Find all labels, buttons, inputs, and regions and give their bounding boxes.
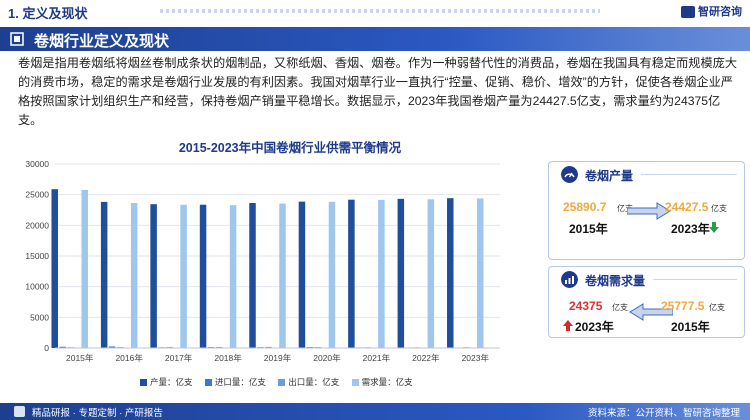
legend-label: 需求量：亿支 xyxy=(361,377,413,387)
footer-bar: 精品研报 · 专题定制 · 产研报告 资料来源：公开资料、智研咨询整理 xyxy=(0,403,750,420)
bar-import xyxy=(108,346,116,348)
x-tick-label: 2023年 xyxy=(462,353,490,363)
brand-icon xyxy=(681,6,695,19)
y-tick-label: 30000 xyxy=(25,159,49,169)
bar-production xyxy=(447,198,454,348)
down-arrow-icon xyxy=(709,222,719,233)
arrow-left-icon xyxy=(629,303,673,321)
y-tick-label: 20000 xyxy=(25,220,49,230)
card-right-unit: 亿支 xyxy=(711,204,727,213)
legend-label: 产量：亿支 xyxy=(150,377,193,387)
x-tick-label: 2015年 xyxy=(66,353,94,363)
bar-demand xyxy=(81,189,88,348)
bar-import xyxy=(59,346,66,348)
x-tick-label: 2016年 xyxy=(115,353,143,363)
brand-logo: 智研咨询 xyxy=(681,3,742,19)
bar-export xyxy=(265,346,272,348)
bar-demand xyxy=(279,203,286,348)
card-left-unit: 亿支 xyxy=(612,303,628,312)
card-title: 卷烟产量 xyxy=(585,169,634,183)
card-right-year: 2023年 xyxy=(671,222,710,236)
legend-item-export: 出口量：亿支 xyxy=(278,377,339,387)
production-card: 卷烟产量 25890.7 亿支 2015年 24427.5 亿支 2023年 xyxy=(548,161,745,260)
supply-demand-bar-chart: 0 5000 10000 15000 20000 25000 30000 2015年 2016年… xyxy=(25,159,500,363)
section-title: 卷烟行业定义及现状 xyxy=(34,33,170,50)
card-right-year: 2015年 xyxy=(671,320,710,334)
card-right-unit: 亿支 xyxy=(709,303,725,312)
card-left-value: 24375 xyxy=(569,299,603,313)
bar-demand xyxy=(427,199,435,348)
demand-card: 卷烟需求量 24375 亿支 2023年 25777.5 亿支 2015年 xyxy=(548,266,745,338)
bar-export xyxy=(215,346,223,348)
y-tick-label: 10000 xyxy=(25,282,49,292)
x-tick-label: 2018年 xyxy=(214,353,242,363)
bar-production xyxy=(397,198,405,348)
bar-demand xyxy=(180,204,187,348)
card-left-year: 2015年 xyxy=(569,222,608,236)
bar-demand xyxy=(378,199,385,348)
page-section-title: 1. 定义及现状 xyxy=(8,6,88,21)
bar-production xyxy=(199,204,207,348)
bar-production xyxy=(150,204,157,348)
y-tick-label: 5000 xyxy=(30,312,49,322)
brand-name: 智研咨询 xyxy=(698,6,742,18)
legend-item-production: 产量：亿支 xyxy=(140,377,193,387)
bar-production xyxy=(51,189,58,348)
card-right-value: 24427.5 xyxy=(665,200,709,214)
bar-demand xyxy=(229,205,237,348)
card-left-unit: 亿支 xyxy=(617,204,633,213)
x-tick-label: 2022年 xyxy=(412,353,440,363)
card-header: 卷烟需求量 xyxy=(549,267,744,291)
arrow-right-icon xyxy=(627,202,671,220)
card-left-year: 2023年 xyxy=(575,320,614,334)
bar-production xyxy=(249,202,256,348)
legend-label: 出口量：亿支 xyxy=(288,377,340,387)
card-title: 卷烟需求量 xyxy=(585,274,646,288)
gauge-icon xyxy=(561,166,578,183)
y-tick-label: 0 xyxy=(44,343,49,353)
up-arrow-icon xyxy=(563,320,573,331)
card-divider xyxy=(653,279,737,280)
footer-source: 资料来源：公开资料、智研咨询整理 xyxy=(587,408,740,419)
bar-production xyxy=(298,201,306,348)
x-tick-label: 2019年 xyxy=(264,353,292,363)
section-header: 卷烟行业定义及现状 xyxy=(0,27,750,51)
bar-production xyxy=(348,199,355,348)
legend-label: 进口量：亿支 xyxy=(214,377,266,387)
description-paragraph: 卷烟是指用卷烟纸将烟丝卷制成条状的烟制品，又称纸烟、香烟、烟卷。作为一种弱替代性… xyxy=(18,56,738,127)
header-stripe xyxy=(160,9,600,13)
bar-production xyxy=(100,201,108,348)
footer-tagline: 精品研报 · 专题定制 · 产研报告 xyxy=(32,408,163,419)
card-left-value: 25890.7 xyxy=(563,200,607,214)
card-divider xyxy=(641,174,737,175)
legend-item-import: 进口量：亿支 xyxy=(204,377,266,387)
x-tick-label: 2017年 xyxy=(165,353,193,363)
card-header: 卷烟产量 xyxy=(549,162,744,186)
legend-item-demand: 需求量：亿支 xyxy=(351,377,413,387)
y-tick-label: 15000 xyxy=(25,251,49,261)
chart-title: 2015-2023年中国卷烟行业供需平衡情况 xyxy=(178,141,402,155)
section-bullet-icon xyxy=(10,32,24,46)
bar-demand xyxy=(130,203,138,348)
bar-demand xyxy=(328,201,336,348)
bar-chart-icon xyxy=(561,271,578,288)
x-tick-label: 2020年 xyxy=(313,353,341,363)
x-tick-label: 2021年 xyxy=(363,353,391,363)
top-bar: 1. 定义及现状 智研咨询 xyxy=(0,0,750,22)
report-icon xyxy=(14,406,25,417)
y-tick-label: 25000 xyxy=(25,190,49,200)
card-right-value: 25777.5 xyxy=(661,299,705,313)
bar-demand xyxy=(477,198,484,348)
chart-legend: 产量：亿支 进口量：亿支 出口量：亿支 需求量：亿支 xyxy=(140,376,423,388)
